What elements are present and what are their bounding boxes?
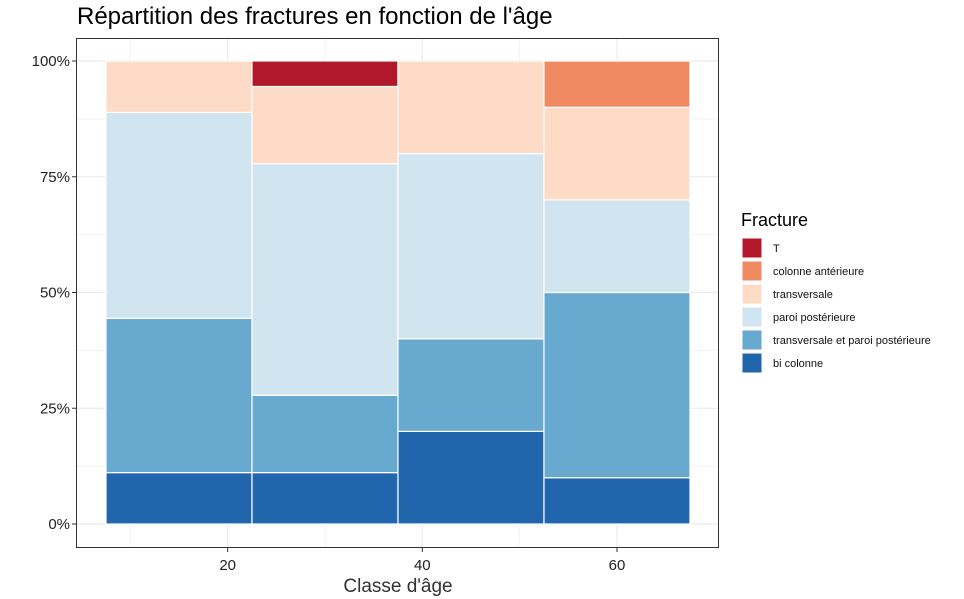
x-tick-label: 60: [609, 557, 626, 574]
legend-label: colonne antérieure: [773, 266, 864, 278]
bar-segment: [105, 317, 253, 474]
y-axis: 0% 25% 50% 75% 100%: [32, 53, 76, 533]
y-tick-label: 100%: [32, 53, 70, 70]
legend-label: paroi postérieure: [773, 312, 856, 324]
bar-segment: [105, 472, 253, 525]
bar-segment: [397, 153, 545, 340]
bar-segment: [543, 60, 691, 108]
legend-swatch: [741, 283, 763, 305]
x-axis: 20 40 60: [219, 548, 625, 574]
x-tick-label: 20: [219, 557, 236, 574]
bar-segment: [251, 394, 399, 474]
bar-segment: [543, 106, 691, 201]
bar-segment: [105, 111, 253, 320]
legend-label: T: [773, 243, 780, 255]
bar-segment: [397, 60, 545, 155]
y-tick-label: 75%: [40, 169, 70, 186]
y-tick-label: 50%: [40, 285, 70, 302]
legend-swatch: [741, 352, 763, 374]
legend-label: transversale: [773, 289, 833, 301]
chart-title: Répartition des fractures en fonction de…: [77, 3, 553, 30]
legend-swatch: [741, 237, 763, 259]
bar-segment: [543, 477, 691, 525]
bar-segment: [397, 430, 545, 525]
legend-swatch: [741, 260, 763, 282]
bar-segment: [251, 472, 399, 525]
bar-segment: [251, 163, 399, 396]
legend-swatch: [741, 329, 763, 351]
y-tick-label: 0%: [48, 516, 70, 533]
bars: [105, 60, 691, 525]
bar-segment: [543, 199, 691, 294]
legend-label: transversale et paroi postérieure: [773, 335, 931, 347]
bar-segment: [397, 338, 545, 432]
bar-segment: [543, 291, 691, 479]
legend-title: Fracture: [741, 210, 808, 230]
x-tick-label: 40: [414, 557, 431, 574]
plot-border: [76, 38, 719, 548]
bar-segment: [105, 60, 253, 113]
bar-segment: [251, 85, 399, 165]
bar-segment: [251, 60, 399, 88]
y-tick-label: 25%: [40, 400, 70, 417]
x-axis-label: Classe d'âge: [343, 576, 452, 597]
legend-label: bi colonne: [773, 358, 823, 370]
legend-swatch: [741, 306, 763, 328]
